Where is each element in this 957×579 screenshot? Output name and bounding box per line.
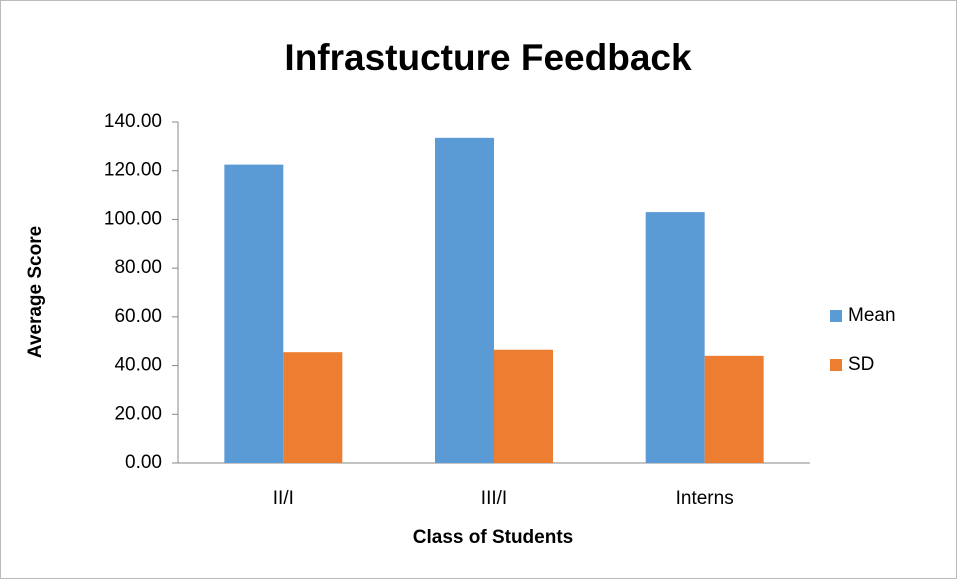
x-tick-label: II/I [273,488,294,509]
bar [494,349,553,463]
bar [224,164,284,463]
x-tick-label: Interns [676,488,734,509]
bar [645,212,705,463]
bar [704,355,764,463]
x-axis-label: Class of Students [413,527,573,548]
bar [435,137,494,463]
y-tick-label: 80.00 [114,257,162,278]
bar [283,352,343,463]
y-tick-label: 140.00 [104,111,162,132]
x-tick-label: III/I [481,488,507,509]
legend-label: Mean [848,305,896,326]
y-tick-label: 0.00 [125,452,162,473]
y-axis-label: Average Score [25,226,46,358]
chart-title: Infrastucture Feedback [284,37,692,78]
legend-swatch [830,310,842,322]
y-tick-label: 60.00 [114,306,162,327]
y-tick-label: 100.00 [104,208,162,229]
y-tick-label: 20.00 [114,403,162,424]
y-tick-label: 40.00 [114,355,162,376]
legend-label: SD [848,354,874,375]
legend-swatch [830,359,842,371]
y-tick-label: 120.00 [104,160,162,181]
